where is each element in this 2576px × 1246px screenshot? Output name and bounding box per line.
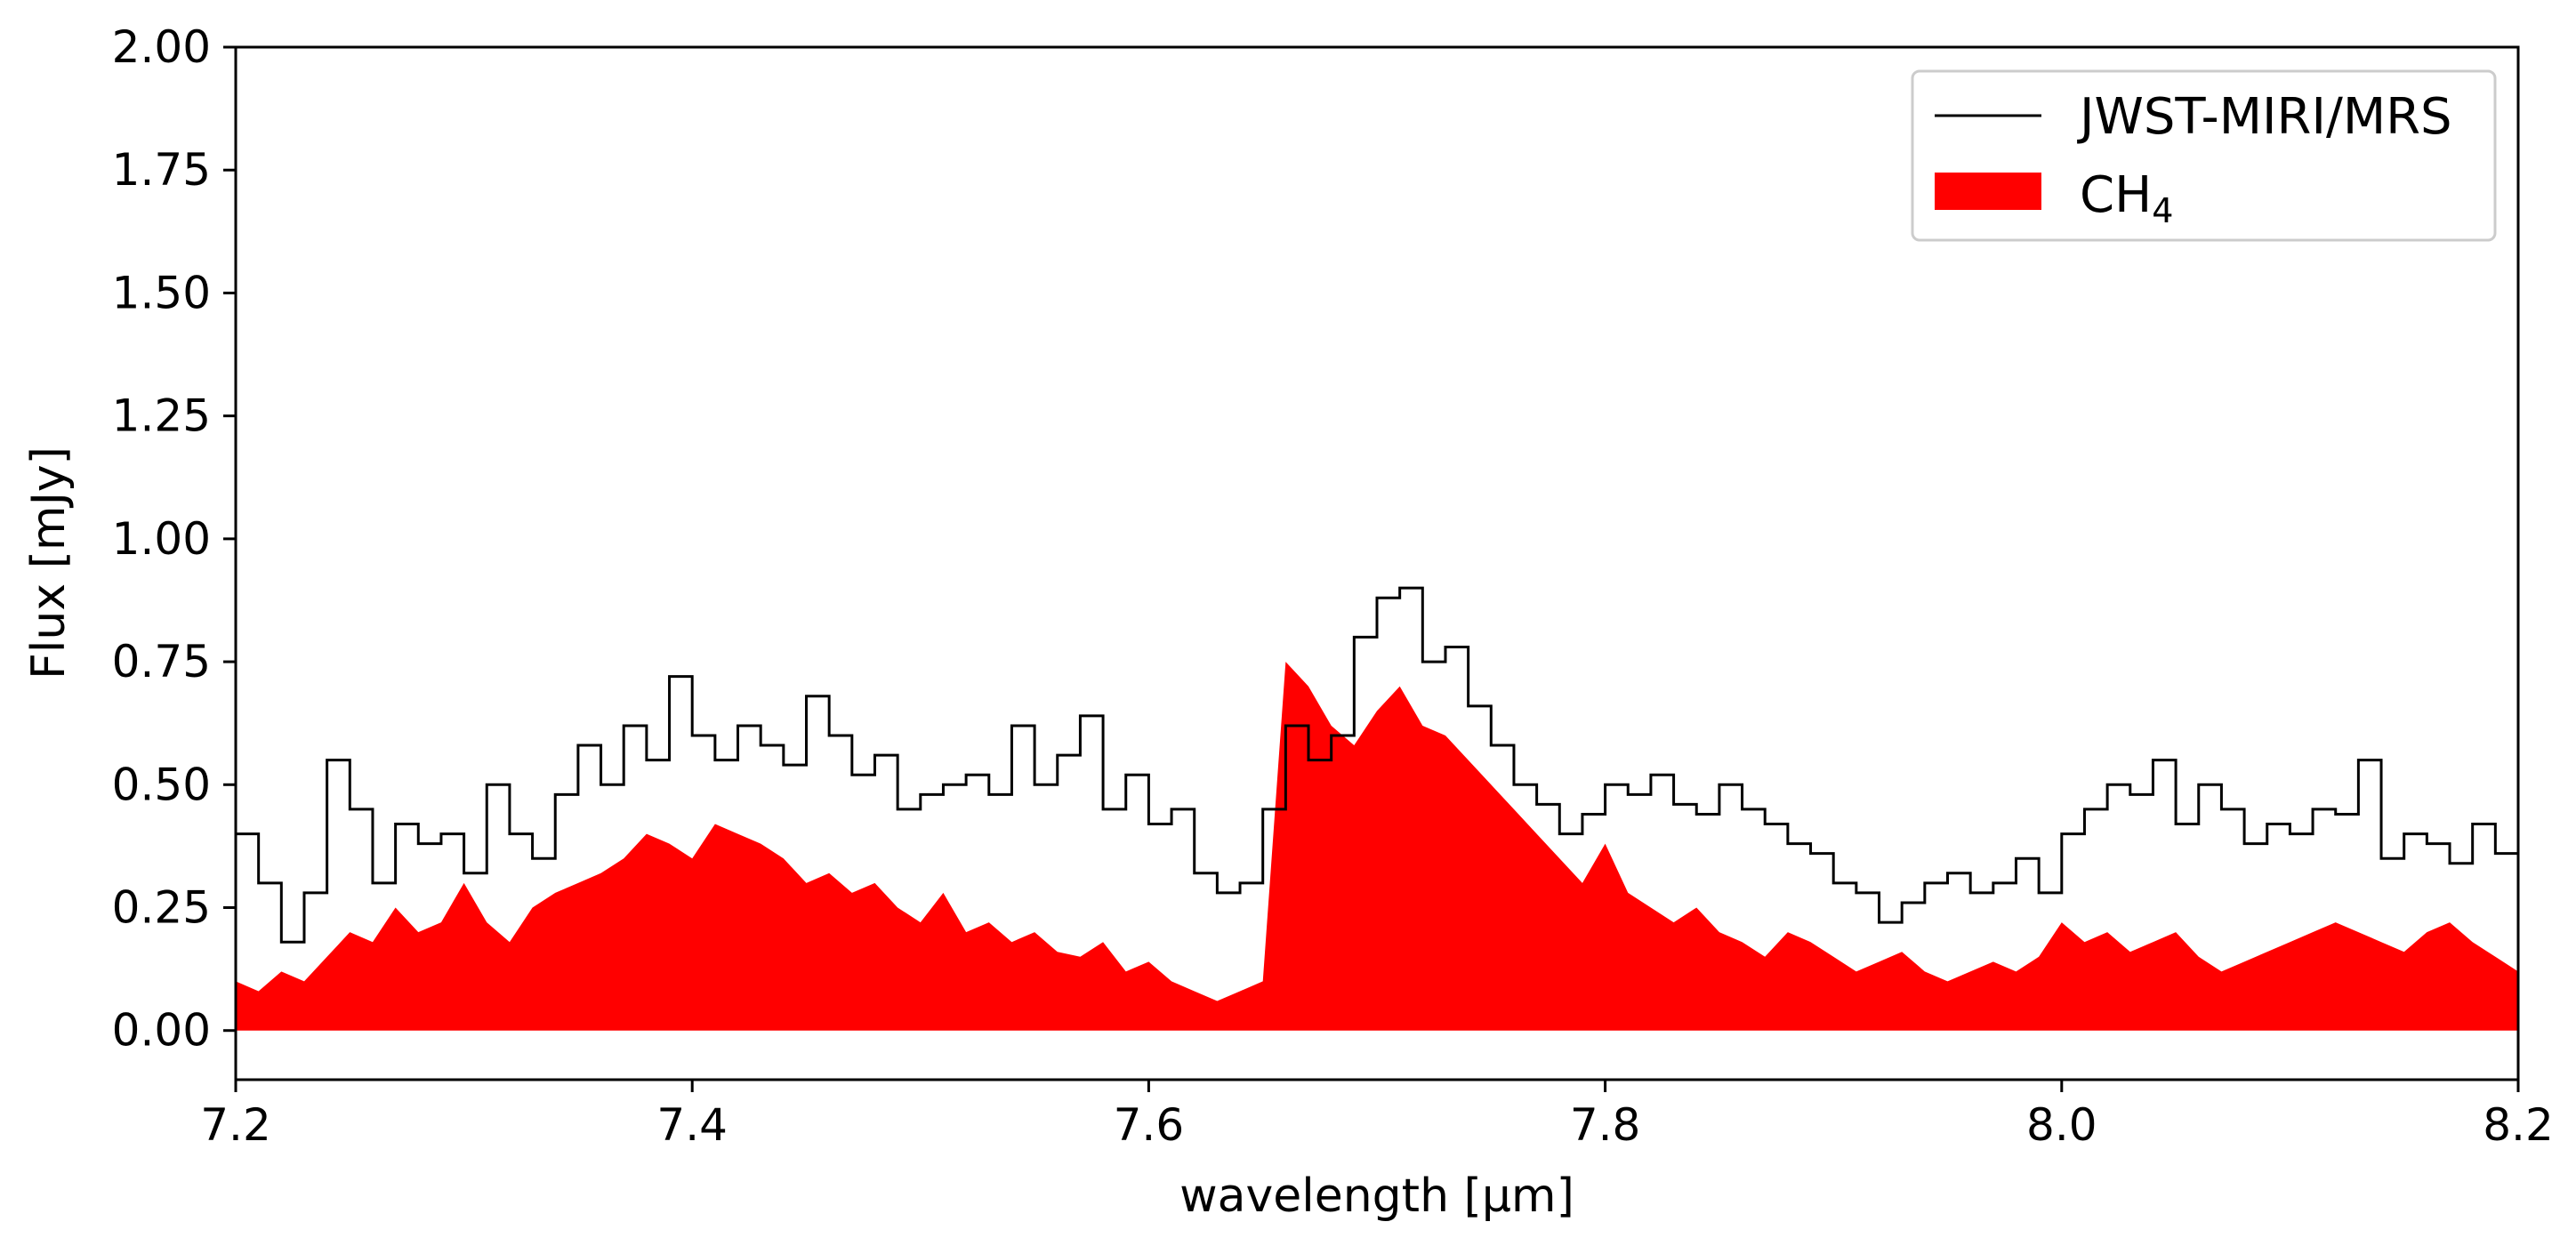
x-tick-label: 7.8 <box>1570 1099 1641 1151</box>
legend-label-jwst: JWST-MIRI/MRS <box>2077 88 2452 146</box>
legend-label-ch4-sub: 4 <box>2152 191 2173 230</box>
legend-label-ch4-main: CH <box>2080 166 2152 224</box>
x-tick-label: 8.0 <box>2026 1099 2097 1151</box>
y-tick-label: 0.75 <box>112 636 211 687</box>
plot-area <box>236 586 2518 1031</box>
x-tick-label: 7.4 <box>656 1099 728 1151</box>
plot-frame <box>234 45 2520 1081</box>
y-axis: 0.00 0.25 0.50 0.75 1.00 1.25 1.50 1.75 2.00 <box>112 21 236 1057</box>
y-tick-label: 0.50 <box>112 759 211 810</box>
y-tick-label: 1.00 <box>112 513 211 565</box>
y-tick-label: 1.25 <box>112 390 211 442</box>
series-ch4-area <box>236 662 2518 1031</box>
y-tick-label: 0.00 <box>112 1005 211 1057</box>
legend-box <box>1911 69 2497 242</box>
y-tick-label: 2.00 <box>112 21 211 73</box>
y-tick-label: 1.50 <box>112 267 211 318</box>
y-tick-label: 0.25 <box>112 882 211 934</box>
legend-label-ch4: CH4 <box>2080 166 2173 230</box>
y-axis-label: Flux [mJy] <box>22 446 76 679</box>
legend-patch-ch4 <box>1935 173 2041 210</box>
x-axis: 7.2 7.4 7.6 7.8 8.0 8.2 <box>200 1080 2554 1151</box>
x-tick-label: 7.2 <box>200 1099 271 1151</box>
series-jwst-miri-mrs-line <box>236 586 2518 944</box>
y-tick-label: 1.75 <box>112 144 211 196</box>
legend: JWST-MIRI/MRS CH4 <box>1911 69 2497 242</box>
x-tick-label: 7.6 <box>1114 1099 1185 1151</box>
x-axis-label: wavelength [μm] <box>1179 1170 1574 1223</box>
x-tick-label: 8.2 <box>2483 1099 2554 1151</box>
